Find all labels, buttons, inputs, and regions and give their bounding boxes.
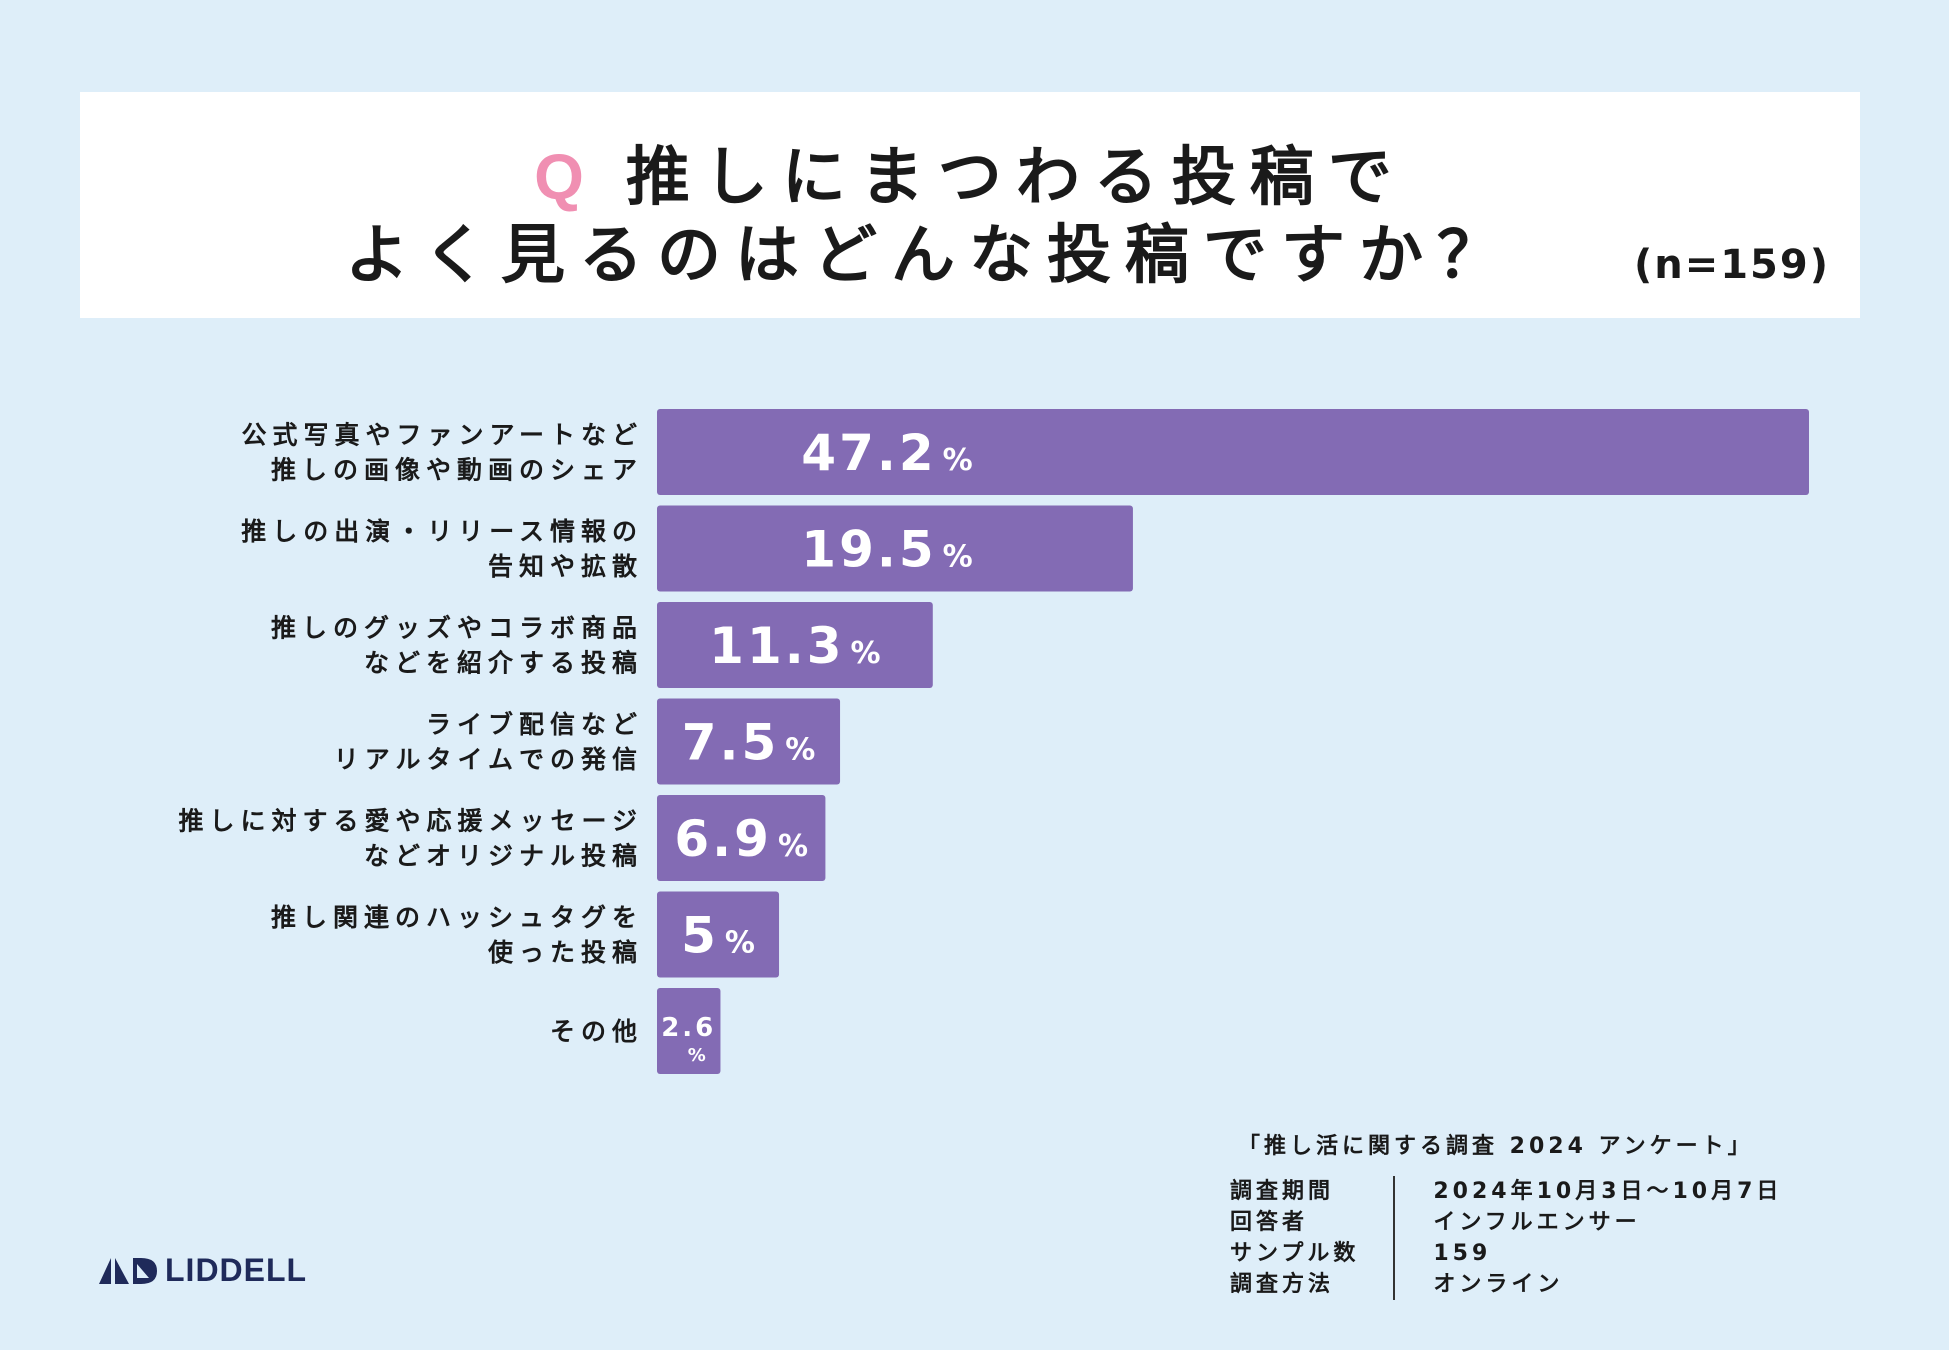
bar-1 (657, 505, 1133, 592)
category-label: などオリジナル投稿 (364, 842, 643, 871)
value-label: 2.6 (661, 1013, 716, 1043)
bar-6 (657, 988, 721, 1074)
category-label: その他 (550, 1017, 643, 1046)
info-key: 調査方法 (1230, 1272, 1335, 1297)
category-label: 告知や拡散 (488, 552, 643, 581)
info-key: サンプル数 (1230, 1241, 1360, 1266)
survey-name: 「推し活に関する調査 2024 アンケート」 (1238, 1134, 1754, 1159)
info-value: インフルエンサー (1433, 1210, 1641, 1235)
title-panel: Q 推しにまつわる投稿で よく見るのはどんな投稿ですか？ (n=159) (80, 92, 1860, 318)
category-label: リアルタイムでの発信 (334, 745, 643, 774)
liddell-logo: LIDDELL (97, 1252, 307, 1289)
logo-text: LIDDELL (165, 1252, 308, 1288)
value-label: 5% (681, 907, 755, 965)
survey-info-table: 調査期間 回答者 サンプル数 調査方法 2024年10月3日〜10月7日 インフ… (1230, 1176, 1782, 1300)
info-value: オンライン (1433, 1272, 1564, 1297)
info-key: 回答者 (1230, 1210, 1309, 1235)
q-mark: Q (534, 141, 598, 213)
title-line-2: よく見るのはどんな投稿ですか？ (345, 219, 1515, 293)
category-label: 使った投稿 (487, 938, 643, 967)
category-label: 推しの画像や動画のシェア (271, 456, 643, 485)
category-label: などを紹介する投稿 (364, 649, 643, 678)
value-label: 47.2% (801, 424, 972, 482)
bar-5 (657, 891, 780, 978)
sample-size-label: (n=159) (1633, 242, 1830, 288)
info-key: 調査期間 (1230, 1179, 1335, 1204)
category-label: 推しの出演・リリース情報の (241, 517, 643, 546)
value-unit: % (688, 1045, 706, 1066)
category-label: 推しに対する愛や応援メッセージ (178, 807, 643, 836)
category-label: ライブ配信など (426, 710, 643, 739)
info-value: 2024年10月3日〜10月7日 (1433, 1179, 1783, 1204)
bar-0 (657, 409, 1809, 495)
value-label: 11.3% (709, 617, 880, 675)
survey-footer: 「推し活に関する調査 2024 アンケート」 調査期間 回答者 サンプル数 調査… (1230, 1128, 1782, 1300)
category-label: 推し関連のハッシュタグを (271, 903, 643, 932)
value-label: 19.5% (801, 521, 972, 579)
title-line-1: Q 推しにまつわる投稿で (80, 126, 1860, 218)
value-label: 6.9% (674, 810, 808, 868)
info-value: 159 (1433, 1241, 1492, 1266)
survey-info-values: 2024年10月3日〜10月7日 インフルエンサー 159 オンライン (1395, 1176, 1782, 1300)
value-label: 7.5% (682, 714, 816, 772)
liddell-logo-icon (99, 1257, 157, 1284)
bar-2 (657, 602, 933, 688)
title-text-1: 推しにまつわる投稿で (625, 141, 1406, 215)
bar-3 (657, 698, 841, 785)
survey-info-keys: 調査期間 回答者 サンプル数 調査方法 (1230, 1176, 1396, 1300)
category-label: 推しのグッズやコラボ商品 (271, 614, 643, 643)
category-label: 公式写真やファンアートなど (241, 421, 643, 450)
bar-4 (657, 795, 826, 881)
